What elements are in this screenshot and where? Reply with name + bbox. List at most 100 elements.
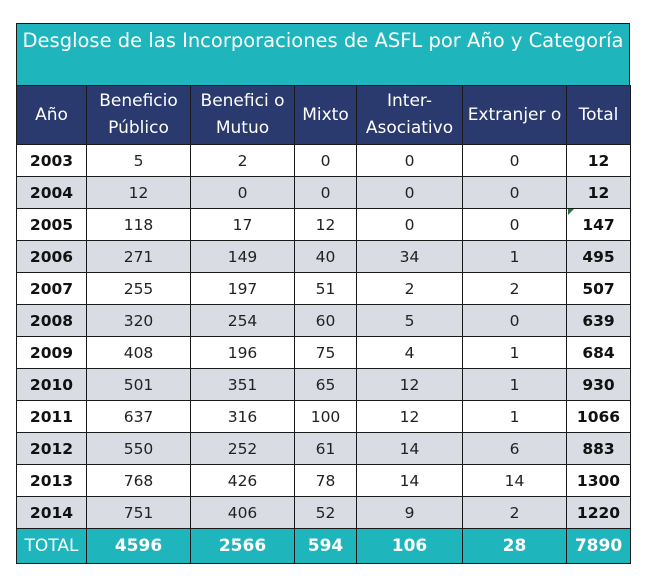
- cell-beneficio-mutuo: 426: [190, 464, 295, 497]
- cell-beneficio-mutuo: 0: [190, 176, 295, 209]
- totals-row: TOTAL 4596 2566 594 106 28 7890: [16, 528, 631, 564]
- cell-inter-asociativo: 12: [356, 368, 463, 401]
- table-row: 2010 501 351 65 12 1 930: [16, 368, 631, 401]
- totals-total: 7890: [566, 528, 631, 564]
- cell-mixto: 12: [294, 208, 357, 241]
- cell-year: 2006: [16, 240, 87, 273]
- table-row: 2013 768 426 78 14 14 1300: [16, 464, 631, 497]
- cell-beneficio-publico: 12: [86, 176, 191, 209]
- header-year: Año: [16, 85, 87, 145]
- cell-mixto: 0: [294, 144, 357, 177]
- cell-extranjero: 0: [462, 304, 567, 337]
- cell-extranjero: 6: [462, 432, 567, 465]
- table-row: 2005 118 17 12 0 0 147: [16, 208, 631, 241]
- cell-extranjero: 0: [462, 144, 567, 177]
- cell-total: 684: [566, 336, 631, 369]
- table-row: 2012 550 252 61 14 6 883: [16, 432, 631, 465]
- cell-beneficio-publico: 118: [86, 208, 191, 241]
- cell-extranjero: 0: [462, 208, 567, 241]
- cell-mixto: 51: [294, 272, 357, 305]
- cell-mixto: 40: [294, 240, 357, 273]
- cell-beneficio-publico: 550: [86, 432, 191, 465]
- cell-year: 2008: [16, 304, 87, 337]
- header-beneficio-publico: Beneficio Público: [86, 85, 191, 145]
- cell-inter-asociativo: 0: [356, 208, 463, 241]
- cell-beneficio-publico: 320: [86, 304, 191, 337]
- cell-inter-asociativo: 4: [356, 336, 463, 369]
- header-mixto: Mixto: [294, 85, 357, 145]
- cell-total: 507: [566, 272, 631, 305]
- cell-beneficio-mutuo: 254: [190, 304, 295, 337]
- cell-beneficio-publico: 255: [86, 272, 191, 305]
- cell-mixto: 100: [294, 400, 357, 433]
- cell-inter-asociativo: 2: [356, 272, 463, 305]
- cell-marker-icon: [568, 209, 574, 215]
- cell-extranjero: 14: [462, 464, 567, 497]
- cell-year: 2012: [16, 432, 87, 465]
- cell-extranjero: 1: [462, 240, 567, 273]
- cell-beneficio-publico: 5: [86, 144, 191, 177]
- cell-year: 2009: [16, 336, 87, 369]
- cell-beneficio-publico: 408: [86, 336, 191, 369]
- totals-inter-asociativo: 106: [356, 528, 463, 564]
- cell-mixto: 75: [294, 336, 357, 369]
- cell-beneficio-mutuo: 197: [190, 272, 295, 305]
- cell-inter-asociativo: 14: [356, 432, 463, 465]
- cell-beneficio-publico: 271: [86, 240, 191, 273]
- totals-beneficio-publico: 4596: [86, 528, 191, 564]
- cell-beneficio-mutuo: 316: [190, 400, 295, 433]
- cell-extranjero: 1: [462, 400, 567, 433]
- cell-total: 12: [566, 176, 631, 209]
- cell-mixto: 0: [294, 176, 357, 209]
- cell-total: 147: [566, 208, 631, 241]
- cell-year: 2013: [16, 464, 87, 497]
- cell-beneficio-publico: 768: [86, 464, 191, 497]
- totals-label: TOTAL: [16, 528, 87, 564]
- cell-extranjero: 2: [462, 272, 567, 305]
- cell-total: 883: [566, 432, 631, 465]
- cell-extranjero: 2: [462, 496, 567, 529]
- cell-inter-asociativo: 12: [356, 400, 463, 433]
- cell-mixto: 78: [294, 464, 357, 497]
- table-title: Desglose de las Incorporaciones de ASFL …: [16, 23, 630, 85]
- table-row: 2008 320 254 60 5 0 639: [16, 304, 631, 337]
- cell-inter-asociativo: 34: [356, 240, 463, 273]
- cell-beneficio-mutuo: 406: [190, 496, 295, 529]
- cell-total: 12: [566, 144, 631, 177]
- cell-beneficio-mutuo: 149: [190, 240, 295, 273]
- cell-year: 2011: [16, 400, 87, 433]
- cell-inter-asociativo: 0: [356, 176, 463, 209]
- header-total: Total: [566, 85, 631, 145]
- cell-inter-asociativo: 14: [356, 464, 463, 497]
- totals-mixto: 594: [294, 528, 357, 564]
- cell-mixto: 60: [294, 304, 357, 337]
- cell-beneficio-publico: 637: [86, 400, 191, 433]
- cell-mixto: 65: [294, 368, 357, 401]
- cell-beneficio-publico: 501: [86, 368, 191, 401]
- data-table: Año Beneficio Público Benefici o Mutuo M…: [16, 85, 631, 564]
- cell-mixto: 52: [294, 496, 357, 529]
- cell-beneficio-publico: 751: [86, 496, 191, 529]
- table-row: 2003 5 2 0 0 0 12: [16, 144, 631, 177]
- table-row: 2014 751 406 52 9 2 1220: [16, 496, 631, 529]
- cell-mixto: 61: [294, 432, 357, 465]
- cell-year: 2005: [16, 208, 87, 241]
- cell-extranjero: 0: [462, 176, 567, 209]
- cell-year: 2014: [16, 496, 87, 529]
- cell-total: 495: [566, 240, 631, 273]
- header-extranjero: Extranjer o: [462, 85, 567, 145]
- totals-extranjero: 28: [462, 528, 567, 564]
- cell-beneficio-mutuo: 2: [190, 144, 295, 177]
- table-row: 2007 255 197 51 2 2 507: [16, 272, 631, 305]
- cell-extranjero: 1: [462, 368, 567, 401]
- cell-total: 639: [566, 304, 631, 337]
- cell-total: 930: [566, 368, 631, 401]
- table-body: 2003 5 2 0 0 0 12 2004 12 0 0 0 0 12 2005 118 17 12 0 0 147 2…: [16, 144, 631, 529]
- cell-total: 1220: [566, 496, 631, 529]
- cell-year: 2007: [16, 272, 87, 305]
- cell-year: 2010: [16, 368, 87, 401]
- cell-beneficio-mutuo: 252: [190, 432, 295, 465]
- totals-beneficio-mutuo: 2566: [190, 528, 295, 564]
- header-row: Año Beneficio Público Benefici o Mutuo M…: [16, 85, 631, 145]
- cell-inter-asociativo: 5: [356, 304, 463, 337]
